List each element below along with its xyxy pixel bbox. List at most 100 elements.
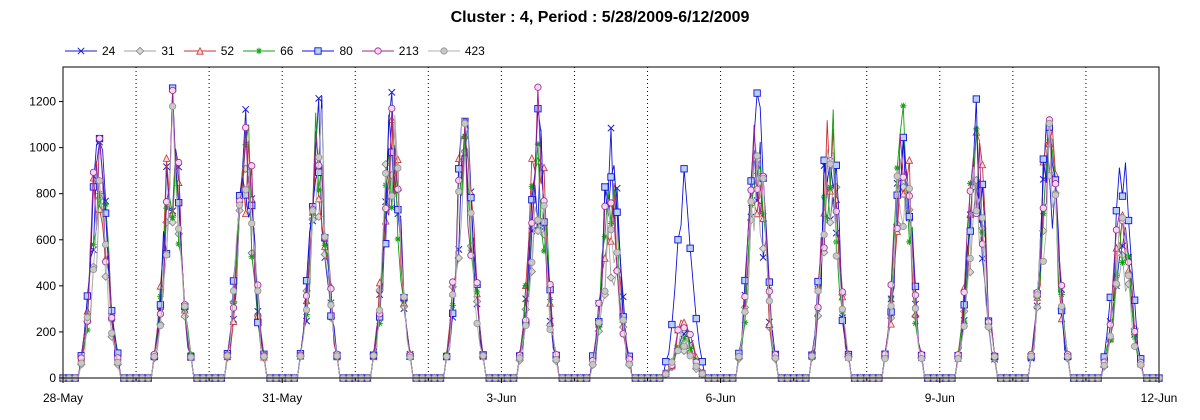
data-point xyxy=(759,174,767,183)
data-point xyxy=(680,342,688,350)
data-point xyxy=(1033,291,1041,299)
legend-marker xyxy=(314,47,323,55)
data-point xyxy=(454,154,463,163)
data-point xyxy=(229,304,238,312)
data-point xyxy=(741,276,749,285)
data-point xyxy=(534,216,542,224)
data-point xyxy=(606,273,616,282)
data-point xyxy=(102,240,110,249)
data-point xyxy=(449,291,457,299)
data-point xyxy=(89,265,98,274)
data-point xyxy=(741,319,749,326)
data-point xyxy=(333,352,341,360)
data-point xyxy=(1112,226,1120,234)
data-point xyxy=(808,352,816,360)
data-point xyxy=(1027,352,1035,360)
data-point xyxy=(881,354,889,363)
data-point xyxy=(175,199,183,207)
data-point xyxy=(400,293,408,301)
series-line-31 xyxy=(63,129,1159,379)
data-point xyxy=(303,311,310,318)
data-point xyxy=(321,233,329,241)
data-point xyxy=(89,183,98,191)
data-point xyxy=(528,183,536,190)
data-point xyxy=(912,320,919,327)
data-point xyxy=(601,183,609,191)
data-point xyxy=(516,354,524,362)
data-point xyxy=(753,170,761,177)
x-tick-label: 3-Jun xyxy=(486,391,516,405)
data-point xyxy=(954,355,962,363)
data-point xyxy=(978,180,987,189)
data-point xyxy=(966,254,974,263)
data-point xyxy=(102,258,110,266)
legend-label: 24 xyxy=(102,44,116,58)
data-point xyxy=(83,313,91,322)
x-axis: 28-May 31-May 3-Jun 6-Jun 9-Jun 12-Jun xyxy=(43,378,1177,405)
data-point xyxy=(692,362,700,370)
data-point xyxy=(1045,119,1054,128)
series-line-52 xyxy=(63,119,1159,379)
data-point xyxy=(686,330,694,338)
legend-item: 80 xyxy=(301,44,353,58)
data-point xyxy=(820,244,828,252)
legend-marker xyxy=(136,46,145,56)
data-point xyxy=(1131,333,1138,341)
data-point xyxy=(327,285,335,293)
legend-marker xyxy=(255,47,263,55)
legend-label: 52 xyxy=(220,44,235,58)
data-point xyxy=(260,352,268,361)
data-point xyxy=(467,209,475,217)
data-point xyxy=(1119,259,1126,266)
legend-swatch xyxy=(65,47,97,55)
data-point xyxy=(449,302,456,309)
data-point xyxy=(1107,336,1114,344)
y-tick-label: 1200 xyxy=(29,95,56,109)
y-tick-label: 200 xyxy=(36,325,56,339)
data-point xyxy=(442,353,451,361)
data-point xyxy=(765,297,773,305)
y-tick-label: 1000 xyxy=(29,141,56,155)
data-point xyxy=(674,236,682,244)
data-point xyxy=(473,319,481,328)
data-point xyxy=(1051,180,1060,188)
data-point xyxy=(242,123,250,132)
data-point xyxy=(461,119,469,128)
data-point xyxy=(1137,361,1145,369)
data-point xyxy=(887,294,895,302)
data-point xyxy=(899,173,907,181)
data-point xyxy=(327,312,335,320)
data-point xyxy=(1118,192,1127,200)
data-point xyxy=(169,86,177,95)
data-point xyxy=(394,164,402,172)
data-point xyxy=(467,246,475,254)
data-point xyxy=(899,222,907,231)
data-point xyxy=(369,352,378,360)
data-point xyxy=(321,242,329,249)
data-point xyxy=(242,105,250,113)
data-point xyxy=(820,231,828,239)
plot-frame xyxy=(62,66,1160,379)
data-point xyxy=(893,191,901,199)
data-point xyxy=(169,102,177,110)
data-point xyxy=(753,89,761,97)
legend-item: 52 xyxy=(183,44,234,58)
legend-label: 66 xyxy=(280,44,294,58)
data-point xyxy=(95,177,104,185)
data-point xyxy=(741,293,749,301)
data-point xyxy=(223,352,231,360)
data-point xyxy=(972,95,980,103)
data-point xyxy=(89,168,98,176)
data-point xyxy=(546,296,554,303)
data-point xyxy=(607,124,615,132)
data-point xyxy=(175,158,183,167)
data-point xyxy=(972,207,980,215)
data-point xyxy=(101,272,110,281)
data-point xyxy=(680,324,688,332)
data-point xyxy=(905,184,913,193)
data-point xyxy=(900,102,907,110)
data-point xyxy=(534,105,542,113)
data-point xyxy=(826,160,834,168)
data-point xyxy=(108,329,116,337)
